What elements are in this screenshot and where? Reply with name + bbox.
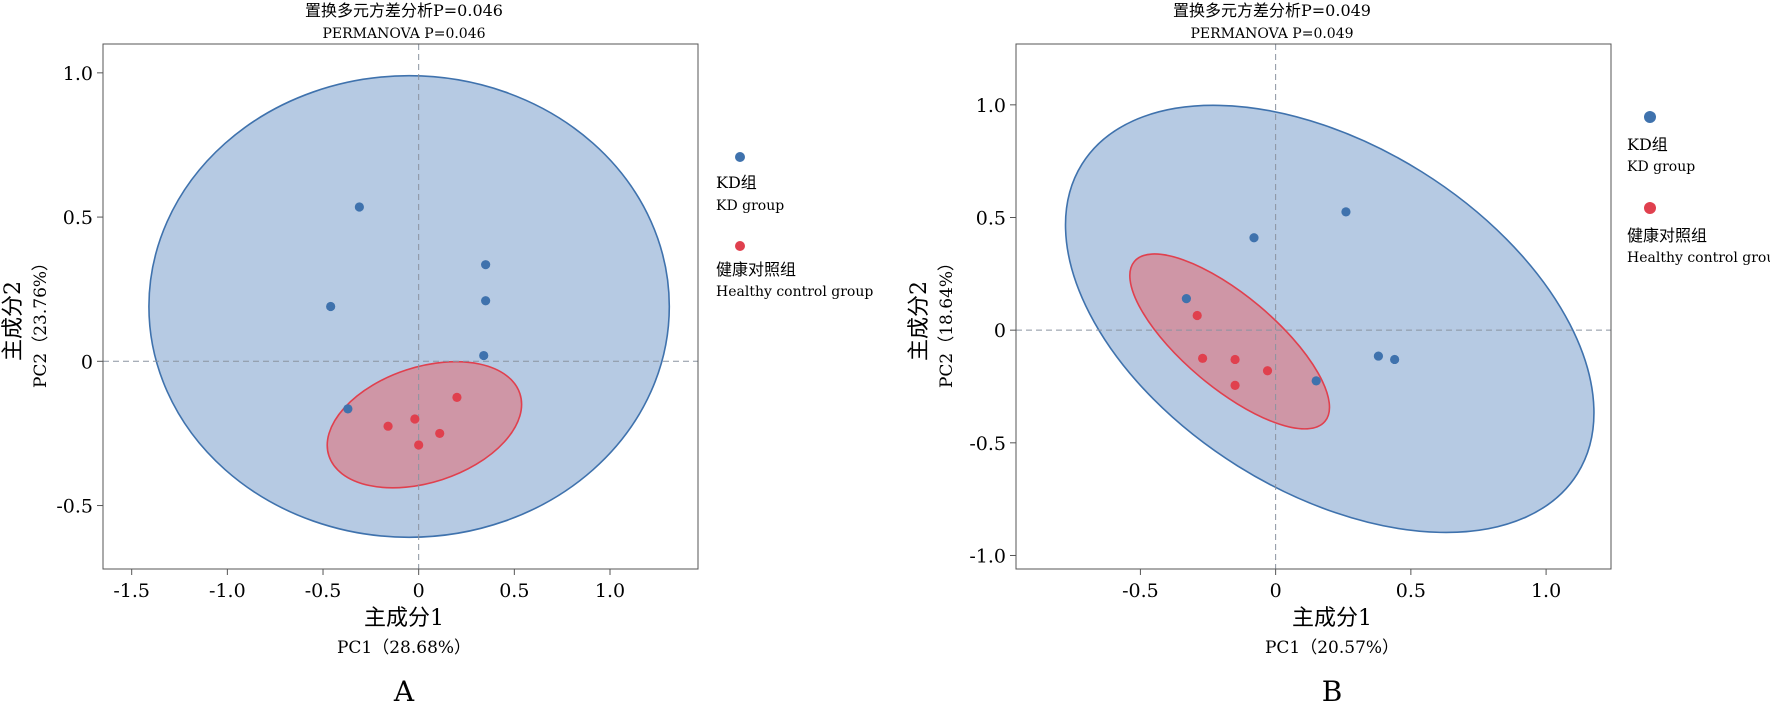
x-tick-label: -0.5 [305,580,342,602]
plot-frame [102,43,699,570]
data-point-kd [326,301,336,312]
panel-a-label: A [393,675,415,708]
data-point-healthy [1192,310,1202,321]
y-tick-label: -0.5 [56,496,93,518]
x-tick-label: -1.0 [209,580,246,602]
data-point-healthy [383,421,393,431]
y-tick-label: 0.5 [976,207,1006,229]
panel-a-xlabel: 主成分1 [364,606,444,631]
plot-frame [1015,43,1612,570]
data-point-healthy [1230,354,1240,365]
data-point-kd [1311,376,1321,386]
confidence-ellipse-kd [1064,104,1595,534]
panel-a: 置换多元方差分析P=0.046 PERMANOVA P=0.046 主成分1 P… [1,1,873,708]
panel-b-ylabel-en: PC2（18.64%） [937,254,957,388]
legend-a-healthy-marker [735,241,745,251]
panel-a-subtitle: PERMANOVA P=0.046 [322,26,485,42]
panel-a-title: 置换多元方差分析P=0.046 [305,1,503,20]
legend-b-healthy-label: 健康对照组 [1627,226,1707,245]
data-point-kd [481,296,491,306]
confidence-ellipse-healthy [1129,253,1331,430]
y-tick-label: 1.0 [976,95,1006,117]
panel-b-xlabel: 主成分1 [1292,606,1372,631]
panel-b: 置换多元方差分析P=0.049 PERMANOVA P=0.049 主成分1 P… [907,1,1770,708]
data-point-kd [1341,207,1351,217]
data-point-healthy [435,428,445,439]
data-point-healthy [452,392,462,402]
y-tick-label: 0 [994,320,1006,342]
x-tick-label: 1.0 [595,580,625,602]
panel-b-ylabel: 主成分2 [907,281,932,361]
data-point-kd [481,260,491,270]
data-point-kd [354,202,364,212]
data-point-kd [1181,294,1191,304]
plot-b: -0.5 0 0.5 1.0 -1.0 -0.5 0 0.5 1.0 [969,43,1612,602]
legend-a-healthy-label: 健康对照组 [716,260,796,279]
legend-b-kd-label: KD组 [1627,135,1668,154]
confidence-ellipse-healthy [326,360,523,489]
data-point-kd [1390,354,1400,365]
data-point-kd [479,350,489,361]
panel-a-xlabel-en: PC1（28.68%） [337,638,471,658]
y-tick-label: 0 [81,351,93,373]
legend-b-healthy-label-en: Healthy control group [1627,250,1770,266]
x-tick-label: 0 [413,580,425,602]
y-tick-label: -0.5 [969,433,1006,455]
data-point-kd [1249,233,1259,243]
legend-a-kd-label-en: KD group [716,198,784,214]
panel-a-ylabel: 主成分2 [1,281,26,361]
panel-b-subtitle: PERMANOVA P=0.049 [1190,26,1353,42]
data-point-healthy [1230,380,1240,390]
y-tick-label: 1.0 [63,63,93,85]
data-point-kd [343,404,353,414]
legend-b-kd-marker [1644,111,1656,123]
x-tick-label: 0 [1270,580,1282,602]
plot-a: -1.5 -1.0 -0.5 0 0.5 1.0 -0.5 0 0.5 1.0 [56,43,699,602]
data-point-healthy [414,440,424,450]
data-point-healthy [410,414,420,424]
data-point-healthy [1262,366,1273,376]
legend-a-kd-marker [735,152,745,162]
legend-b-kd-label-en: KD group [1627,159,1695,175]
x-tick-label: 1.0 [1531,580,1561,602]
legend-a-kd-label: KD组 [716,173,757,192]
confidence-ellipse-kd [148,74,671,539]
panel-b-title: 置换多元方差分析P=0.049 [1173,1,1371,20]
data-point-kd [1373,351,1384,361]
data-point-healthy [1198,353,1208,363]
legend-a-healthy-label-en: Healthy control group [716,284,873,300]
x-tick-label: -0.5 [1122,580,1159,602]
legend-b-healthy-marker [1644,202,1656,214]
y-tick-label: 0.5 [63,207,93,229]
x-tick-label: 0.5 [499,580,529,602]
y-tick-label: -1.0 [969,545,1006,567]
x-tick-label: -1.5 [113,580,150,602]
panel-b-xlabel-en: PC1（20.57%） [1265,638,1399,658]
panel-b-label: B [1322,675,1343,708]
x-tick-label: 0.5 [1396,580,1426,602]
panel-a-ylabel-en: PC2（23.76%） [31,254,51,388]
